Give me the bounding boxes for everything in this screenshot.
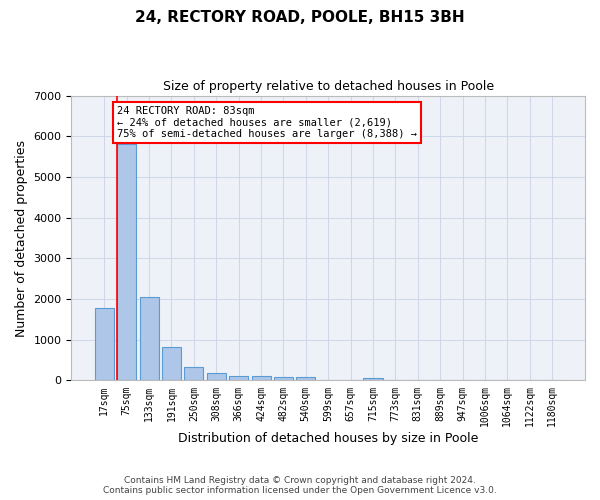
Bar [207, 373, 226, 380]
Bar [184, 366, 203, 380]
Bar [296, 378, 316, 380]
Bar [140, 296, 158, 380]
Text: Contains HM Land Registry data © Crown copyright and database right 2024.
Contai: Contains HM Land Registry data © Crown c… [103, 476, 497, 495]
Bar [274, 376, 293, 380]
Bar [251, 376, 271, 380]
Bar [95, 308, 114, 380]
X-axis label: Distribution of detached houses by size in Poole: Distribution of detached houses by size … [178, 432, 478, 445]
Bar [117, 144, 136, 380]
Bar [364, 378, 383, 380]
Bar [162, 347, 181, 380]
Text: 24, RECTORY ROAD, POOLE, BH15 3BH: 24, RECTORY ROAD, POOLE, BH15 3BH [135, 10, 465, 25]
Y-axis label: Number of detached properties: Number of detached properties [15, 140, 28, 336]
Title: Size of property relative to detached houses in Poole: Size of property relative to detached ho… [163, 80, 494, 93]
Bar [229, 376, 248, 380]
Text: 24 RECTORY ROAD: 83sqm
← 24% of detached houses are smaller (2,619)
75% of semi-: 24 RECTORY ROAD: 83sqm ← 24% of detached… [117, 106, 417, 139]
